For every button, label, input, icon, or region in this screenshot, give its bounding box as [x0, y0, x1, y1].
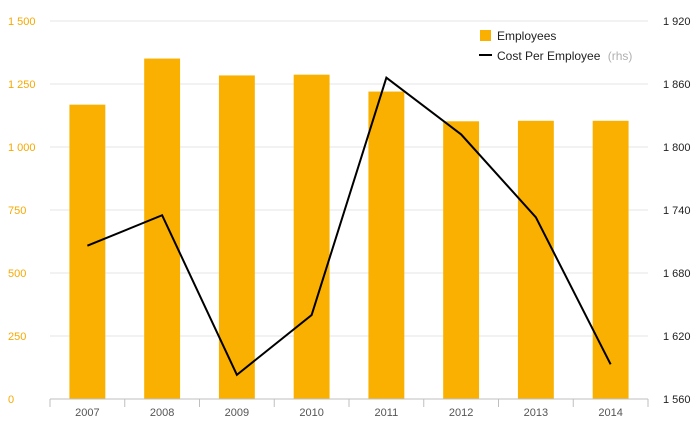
x-tick-label: 2012	[449, 407, 473, 419]
bar-employees	[218, 75, 255, 399]
x-tick-label: 2009	[225, 407, 249, 419]
left-y-axis: 0 250 500 750 1 000 1 250 1 500	[8, 16, 36, 406]
legend-label-cost-note: (rhs)	[608, 49, 633, 63]
y-right-tick-label: 1 560	[663, 394, 691, 406]
right-y-axis: 1 560 1 620 1 680 1 740 1 800 1 860 1 920	[663, 16, 691, 406]
x-tick-label: 2014	[598, 407, 622, 419]
line-cost-per-employee	[86, 76, 612, 377]
x-tick-label: 2013	[524, 407, 548, 419]
y-right-tick-label: 1 800	[663, 142, 691, 154]
legend-label-cost-per-employee: Cost Per Employee (rhs)	[497, 49, 632, 63]
bar-employees	[517, 120, 554, 400]
legend-label-cost-text: Cost Per Employee	[497, 49, 601, 63]
y-left-tick-label: 1 000	[8, 142, 36, 154]
y-left-tick-label: 0	[8, 394, 14, 406]
y-left-tick-label: 250	[8, 331, 26, 343]
y-right-tick-label: 1 920	[663, 16, 691, 28]
x-tick-label: 2011	[375, 407, 399, 419]
x-tick-label: 2010	[299, 407, 323, 419]
bar-employees	[443, 121, 480, 400]
y-left-tick-label: 1 500	[8, 16, 36, 28]
cost-per-employee-line	[86, 76, 612, 377]
legend-label-employees: Employees	[497, 29, 556, 43]
bar-employees	[144, 58, 181, 399]
bar-employees	[293, 74, 330, 400]
gridlines	[50, 20, 648, 337]
y-left-tick-label: 500	[8, 268, 26, 280]
y-right-tick-label: 1 620	[663, 331, 691, 343]
y-right-tick-label: 1 740	[663, 205, 691, 217]
y-left-tick-label: 1 250	[8, 79, 36, 91]
bar-employees	[69, 104, 106, 399]
y-right-tick-label: 1 860	[663, 79, 691, 91]
employees-bars	[69, 58, 629, 400]
y-right-tick-label: 1 680	[663, 268, 691, 280]
x-tick-label: 2007	[75, 407, 99, 419]
y-left-tick-label: 750	[8, 205, 26, 217]
x-axis: 2007 2008 2009 2010 2011 2012 2013 2014	[49, 398, 649, 419]
legend-swatch-employees	[480, 30, 491, 41]
x-tick-label: 2008	[150, 407, 174, 419]
bar-employees	[592, 120, 629, 400]
legend: Employees Cost Per Employee (rhs)	[479, 29, 632, 63]
bar-employees	[368, 91, 405, 399]
